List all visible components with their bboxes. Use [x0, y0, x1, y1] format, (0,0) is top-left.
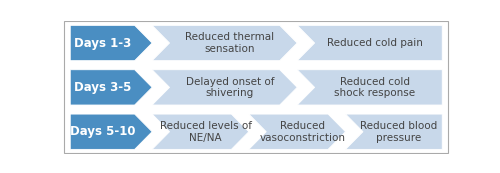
Polygon shape	[152, 70, 297, 105]
Text: Reduced cold
shock response: Reduced cold shock response	[334, 77, 415, 98]
Text: Days 1-3: Days 1-3	[74, 37, 131, 49]
Text: Days 5-10: Days 5-10	[70, 125, 135, 138]
Text: Days 3-5: Days 3-5	[74, 81, 131, 94]
Polygon shape	[70, 70, 152, 105]
Polygon shape	[70, 114, 152, 149]
Text: Reduced cold pain: Reduced cold pain	[327, 38, 423, 48]
Polygon shape	[152, 25, 297, 61]
Polygon shape	[346, 114, 442, 149]
Text: Reduced thermal
sensation: Reduced thermal sensation	[186, 32, 274, 54]
Polygon shape	[152, 114, 249, 149]
Polygon shape	[70, 25, 152, 61]
Polygon shape	[297, 70, 442, 105]
Text: Reduced
vasoconstriction: Reduced vasoconstriction	[260, 121, 346, 143]
Text: Reduced levels of
NE/NA: Reduced levels of NE/NA	[160, 121, 252, 143]
Polygon shape	[297, 25, 442, 61]
Text: Delayed onset of
shivering: Delayed onset of shivering	[186, 77, 274, 98]
Text: Reduced blood
pressure: Reduced blood pressure	[360, 121, 438, 143]
Polygon shape	[249, 114, 346, 149]
